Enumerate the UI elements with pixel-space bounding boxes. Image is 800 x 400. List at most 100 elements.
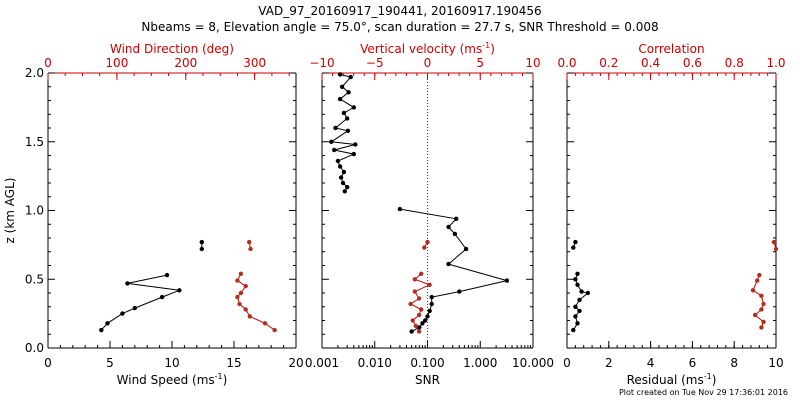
bottom-axis-label: Residual (ms-1) xyxy=(627,372,717,387)
y-tick-label: 1.0 xyxy=(25,204,44,218)
plot-created-footer: Plot created on Tue Nov 29 17:36:01 2016 xyxy=(619,388,788,397)
data-point xyxy=(419,271,424,276)
top-tick-label: 300 xyxy=(243,56,266,70)
data-point xyxy=(575,321,580,326)
data-point xyxy=(337,164,343,169)
data-point xyxy=(243,307,248,312)
series-line xyxy=(236,273,275,331)
top-tick-label: 200 xyxy=(174,56,197,70)
data-point xyxy=(429,301,434,307)
y-tick-label: 0.0 xyxy=(25,341,44,355)
top-tick-label: 5 xyxy=(476,56,484,70)
top-tick-label: 1.0 xyxy=(766,56,785,70)
data-point xyxy=(238,271,244,276)
data-point xyxy=(412,289,417,294)
data-point xyxy=(412,277,417,282)
top-tick-label: −5 xyxy=(366,56,384,70)
data-point xyxy=(761,319,766,325)
data-point xyxy=(235,294,240,300)
data-point xyxy=(351,151,356,157)
data-point xyxy=(573,304,578,309)
data-point xyxy=(348,74,353,80)
top-tick-label: 0.6 xyxy=(683,56,702,70)
data-point xyxy=(333,125,338,131)
data-point xyxy=(248,246,253,252)
data-point xyxy=(397,206,403,212)
series-line xyxy=(409,273,431,332)
data-point xyxy=(771,239,777,245)
data-point xyxy=(272,327,277,333)
data-point xyxy=(199,246,204,252)
data-point xyxy=(419,307,424,312)
bottom-tick-label: 1.000 xyxy=(463,356,497,370)
top-tick-label: 10 xyxy=(525,56,540,70)
data-point xyxy=(337,72,343,77)
data-point xyxy=(335,158,341,164)
data-point xyxy=(425,239,430,245)
data-point xyxy=(199,239,204,245)
data-point xyxy=(408,301,413,307)
data-point xyxy=(338,175,344,180)
data-point xyxy=(247,239,252,245)
data-point xyxy=(573,239,578,245)
series-top-1 xyxy=(408,239,432,334)
bottom-tick-label: 0 xyxy=(44,356,52,370)
bottom-axis-label: Wind Speed (ms-1) xyxy=(117,372,228,387)
series-top-2 xyxy=(750,239,779,330)
bottom-tick-label: 2 xyxy=(605,356,613,370)
data-point xyxy=(573,277,578,282)
data-point xyxy=(422,318,428,323)
data-point xyxy=(416,312,422,318)
data-point xyxy=(342,189,347,194)
top-tick-label: 100 xyxy=(105,56,128,70)
series-line xyxy=(572,273,590,331)
top-tick-label: 0 xyxy=(44,56,52,70)
data-point xyxy=(132,305,137,311)
series-line xyxy=(100,274,182,331)
top-tick-label: 0.2 xyxy=(599,56,618,70)
data-point xyxy=(759,325,764,330)
top-tick-label: 0.8 xyxy=(725,56,744,70)
data-point xyxy=(341,110,347,116)
data-point xyxy=(429,294,434,300)
data-point xyxy=(410,318,415,323)
bottom-axis-label: SNR xyxy=(415,373,440,387)
data-point xyxy=(577,308,582,314)
data-point xyxy=(120,311,125,316)
data-point xyxy=(750,288,756,293)
data-point xyxy=(243,283,248,289)
data-point xyxy=(125,281,130,286)
data-point xyxy=(238,290,244,296)
data-point xyxy=(446,261,451,267)
data-point xyxy=(416,296,422,301)
y-tick-label: 1.5 xyxy=(25,135,44,149)
data-point xyxy=(164,272,170,278)
top-tick-label: 0.4 xyxy=(641,56,660,70)
figure-title-line1: VAD_97_20160917_190441, 20160917.190456 xyxy=(258,4,541,18)
series-bottom-2 xyxy=(571,239,591,333)
y-tick-label: 0.5 xyxy=(25,272,44,286)
data-point xyxy=(427,308,432,314)
data-point xyxy=(262,321,268,326)
top-tick-label: −10 xyxy=(309,56,334,70)
data-point xyxy=(235,278,240,283)
data-point xyxy=(759,293,764,298)
data-point xyxy=(339,84,345,90)
bottom-tick-label: 20 xyxy=(288,356,303,370)
series-top-0 xyxy=(235,239,277,333)
top-tick-label: 0.0 xyxy=(557,56,576,70)
y-tick-label: 2.0 xyxy=(25,66,44,80)
data-point xyxy=(759,307,764,312)
top-tick-label: 0 xyxy=(424,56,432,70)
bottom-tick-label: 10.000 xyxy=(512,356,554,370)
data-point xyxy=(409,329,414,334)
data-point xyxy=(752,312,758,318)
figure-title-line2: Nbeams = 8, Elevation angle = 75.0°, sca… xyxy=(141,20,658,34)
bottom-tick-label: 4 xyxy=(647,356,655,370)
data-point xyxy=(454,216,459,221)
data-point xyxy=(345,116,350,121)
bottom-tick-label: 6 xyxy=(689,356,697,370)
top-axis-label: Correlation xyxy=(638,42,704,56)
